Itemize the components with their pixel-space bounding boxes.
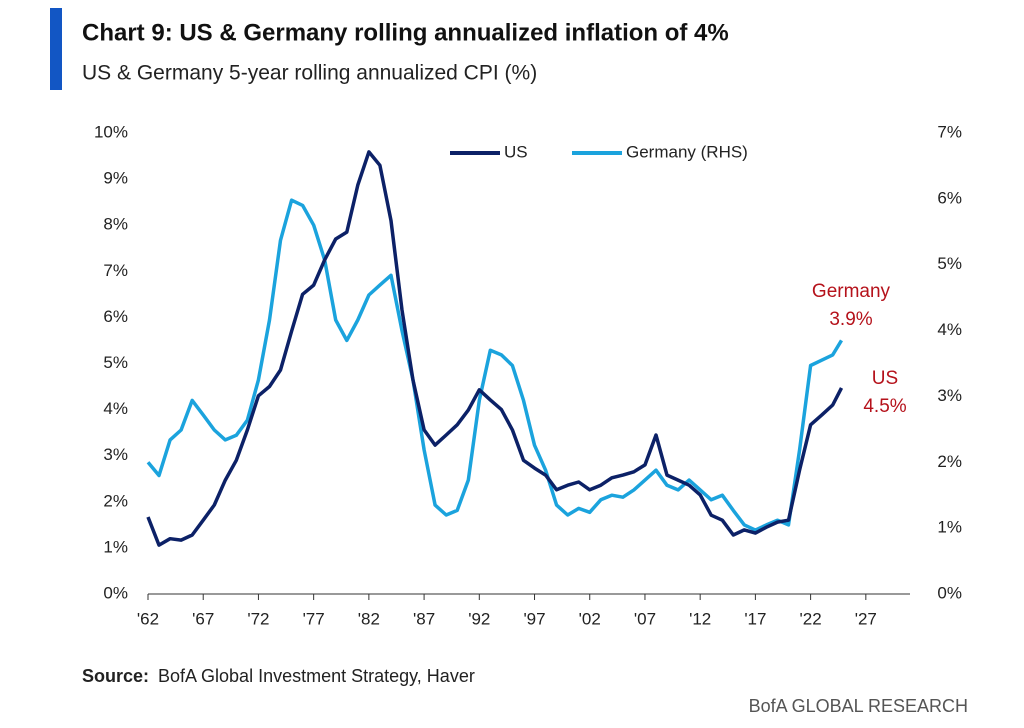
x-tick-label: '97: [523, 609, 545, 628]
annotation: Germany: [812, 281, 891, 302]
y-tick-label: 5%: [103, 353, 128, 372]
y2-tick-label: 2%: [937, 452, 962, 471]
title-bar: [50, 8, 62, 90]
x-tick-label: '27: [855, 609, 877, 628]
annotation: 4.5%: [863, 396, 906, 417]
y2-tick-label: 1%: [937, 518, 962, 537]
y2-tick-label: 3%: [937, 386, 962, 405]
series-line: [146, 198, 843, 532]
annotation: 3.9%: [829, 309, 872, 330]
y-tick-label: 10%: [94, 122, 128, 141]
annotation: US: [872, 368, 898, 389]
chart-title: Chart 9: US & Germany rolling annualized…: [82, 19, 729, 46]
series-line: [146, 150, 844, 547]
y-tick-label: 1%: [103, 537, 128, 556]
chart-subtitle: US & Germany 5-year rolling annualized C…: [82, 62, 537, 85]
x-tick-label: '87: [413, 609, 435, 628]
x-tick-label: '72: [247, 609, 269, 628]
x-tick-label: '12: [689, 609, 711, 628]
x-tick-label: '62: [137, 609, 159, 628]
y2-tick-label: 5%: [937, 254, 962, 273]
y-tick-label: 6%: [103, 307, 128, 326]
x-tick-label: '02: [579, 609, 601, 628]
source: BofA Global Investment Strategy, Haver: [158, 666, 475, 686]
y-tick-label: 9%: [103, 169, 128, 188]
y-tick-label: 8%: [103, 215, 128, 234]
y-tick-label: 7%: [103, 261, 128, 280]
y2-tick-label: 7%: [937, 122, 962, 141]
x-tick-label: '22: [800, 609, 822, 628]
x-tick-label: '77: [303, 609, 325, 628]
y2-tick-label: 6%: [937, 188, 962, 207]
legend-label: Germany (RHS): [626, 142, 748, 161]
footer: BofA GLOBAL RESEARCH: [749, 696, 968, 716]
y-tick-label: 3%: [103, 445, 128, 464]
x-tick-label: '67: [192, 609, 214, 628]
x-tick-label: '17: [744, 609, 766, 628]
y-tick-label: 0%: [103, 583, 128, 602]
y2-tick-label: 0%: [937, 583, 962, 602]
x-tick-label: '07: [634, 609, 656, 628]
x-tick-label: '92: [468, 609, 490, 628]
y2-tick-label: 4%: [937, 320, 962, 339]
y-tick-label: 2%: [103, 491, 128, 510]
source-label: Source:: [82, 666, 149, 686]
legend-label: US: [504, 142, 528, 161]
x-tick-label: '82: [358, 609, 380, 628]
y-tick-label: 4%: [103, 399, 128, 418]
